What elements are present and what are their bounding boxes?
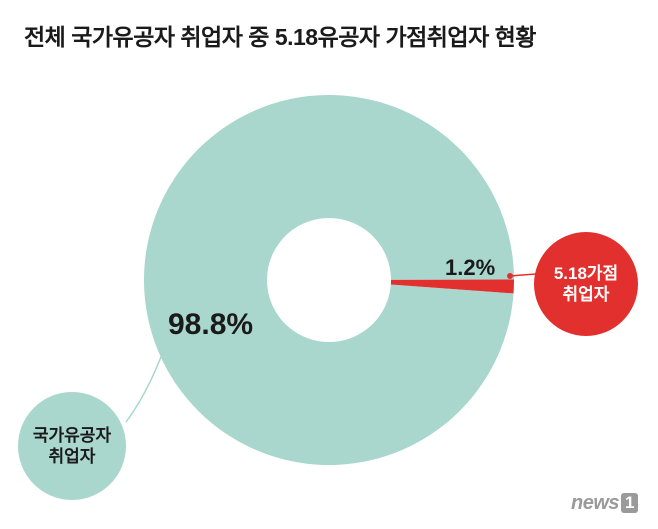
badge-left-line1: 국가유공자 bbox=[33, 425, 111, 446]
donut-chart: 98.8% 1.2% 국가유공자 취업자 5.18가점 취업자 bbox=[0, 60, 658, 500]
badge-right: 5.18가점 취업자 bbox=[534, 232, 638, 336]
chart-title: 전체 국가유공자 취업자 중 5.18유공자 가점취업자 현황 bbox=[24, 18, 536, 52]
badge-right-line2: 취업자 bbox=[554, 284, 618, 305]
badge-left-line2: 취업자 bbox=[33, 446, 111, 467]
pct-label-main: 98.8% bbox=[168, 308, 253, 342]
badge-right-line1: 5.18가점 bbox=[554, 263, 618, 284]
watermark: news1 bbox=[571, 492, 638, 515]
pct-label-minor: 1.2% bbox=[445, 255, 495, 281]
watermark-text: news bbox=[571, 492, 619, 514]
watermark-suffix: 1 bbox=[621, 493, 638, 513]
badge-left: 국가유공자 취업자 bbox=[18, 392, 126, 500]
leader-dot-right bbox=[507, 273, 513, 279]
